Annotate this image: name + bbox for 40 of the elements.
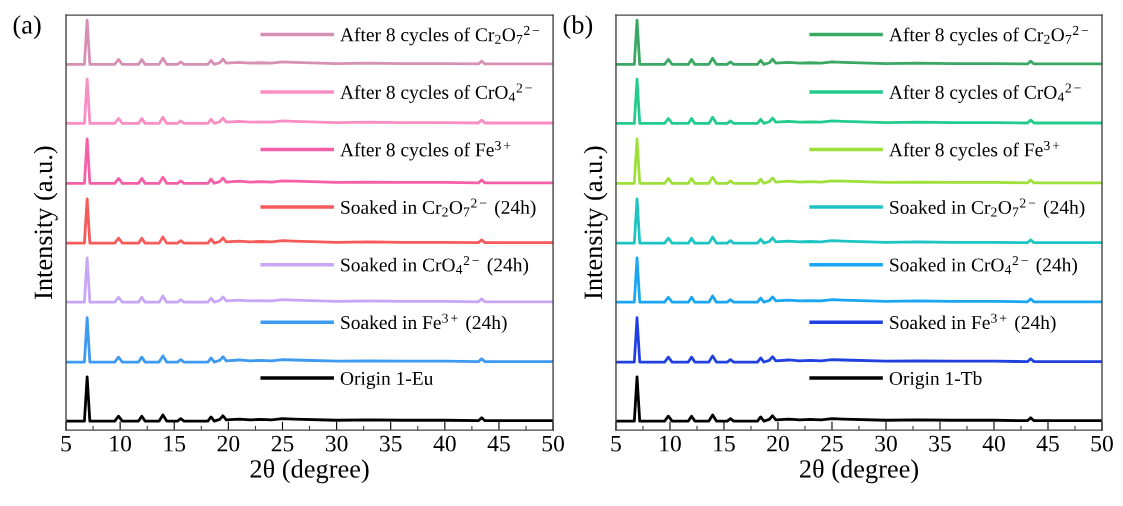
x-tick-label: 10 <box>660 435 681 452</box>
x-tick-label: 20 <box>217 435 240 452</box>
legend-label: After 8 cycles of Fe$^{3+}$ <box>340 140 511 161</box>
legend-label: Soaked in Cr$_{2}$O$_{7}$$^{2−}$ (24h) <box>341 198 536 218</box>
x-tick-label: 15 <box>164 435 186 452</box>
x-tick-label: 35 <box>380 435 402 452</box>
x-tick-label: 30 <box>875 435 897 452</box>
x-tick-label: 30 <box>325 435 348 452</box>
x-tick-label: 10 <box>110 435 132 452</box>
x-tick-label: 5 <box>61 435 72 452</box>
x-tick-label: 50 <box>1091 435 1113 452</box>
y-axis-title: Intensity (a.u.) <box>583 146 608 299</box>
x-tick-label: 40 <box>982 435 1005 452</box>
x-tick-label: 50 <box>542 435 564 452</box>
x-tick-label: 45 <box>487 435 510 452</box>
legend-label: Soaked in CrO$_{4}$$^{2−}$ (24h) <box>890 256 1078 276</box>
legend-label: Soaked in Cr$_{2}$O$_{7}$$^{2−}$ (24h) <box>890 198 1085 218</box>
x-axis-title: 2θ (degree) <box>799 459 918 484</box>
legend-label: Origin 1-Eu <box>340 371 434 390</box>
legend-label: After 8 cycles of Fe$^{3+}$ <box>889 140 1060 161</box>
legend-label: After 8 cycles of CrO$_{4}$$^{2−}$ <box>340 83 532 103</box>
x-tick-label: 5 <box>611 435 621 452</box>
legend-label: Soaked in Fe$^{3+}$ (24h) <box>890 313 1056 334</box>
legend-label: After 8 cycles of Cr$_{2}$O$_{7}$$^{2−}$ <box>340 25 540 46</box>
x-tick-label: 35 <box>929 435 951 452</box>
legend-label: After 8 cycles of CrO$_{4}$$^{2−}$ <box>889 83 1081 103</box>
x-tick-label: 40 <box>433 435 456 452</box>
legend-label: After 8 cycles of Cr$_{2}$O$_{7}$$^{2−}$ <box>889 25 1089 46</box>
x-tick-label: 25 <box>271 435 294 452</box>
x-tick-label: 45 <box>1036 435 1059 452</box>
y-axis-title: Intensity (a.u.) <box>33 146 58 299</box>
x-tick-label: 20 <box>767 435 789 452</box>
legend-label: Origin 1-Tb <box>889 371 982 390</box>
legend-label: Soaked in CrO$_{4}$$^{2−}$ (24h) <box>341 256 529 276</box>
legend-label: Soaked in Fe$^{3+}$ (24h) <box>341 313 507 334</box>
x-tick-label: 15 <box>714 435 735 452</box>
x-tick-label: 25 <box>821 435 843 452</box>
x-axis-title: 2θ (degree) <box>250 459 369 484</box>
chart-title: (b) <box>563 15 593 40</box>
chart-title: (a) <box>13 15 41 40</box>
